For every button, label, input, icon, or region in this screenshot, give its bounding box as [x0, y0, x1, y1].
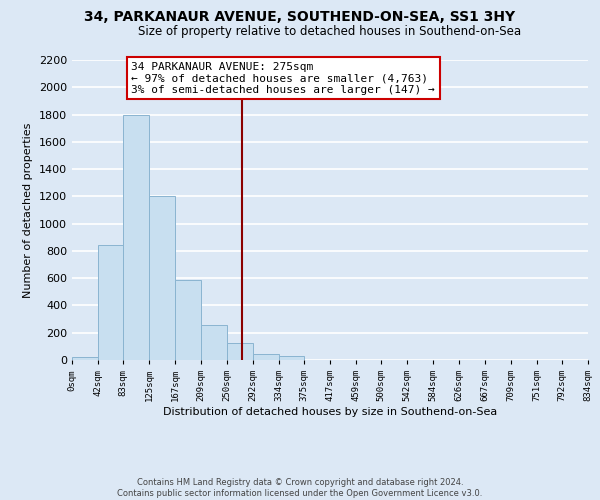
Bar	[98, 246, 124, 360]
Text: Contains HM Land Registry data © Crown copyright and database right 2024.
Contai: Contains HM Land Registry data © Crown c…	[118, 478, 482, 498]
Y-axis label: Number of detached properties: Number of detached properties	[23, 122, 34, 298]
Bar	[175, 280, 202, 360]
Title: Size of property relative to detached houses in Southend-on-Sea: Size of property relative to detached ho…	[139, 25, 521, 38]
Bar	[72, 356, 98, 360]
Bar	[202, 325, 227, 360]
Bar	[253, 354, 278, 360]
X-axis label: Distribution of detached houses by size in Southend-on-Sea: Distribution of detached houses by size …	[163, 407, 497, 417]
Bar	[278, 356, 304, 360]
Bar	[149, 196, 175, 360]
Bar	[124, 114, 149, 360]
Text: 34 PARKANAUR AVENUE: 275sqm
← 97% of detached houses are smaller (4,763)
3% of s: 34 PARKANAUR AVENUE: 275sqm ← 97% of det…	[131, 62, 435, 94]
Bar	[227, 343, 253, 360]
Text: 34, PARKANAUR AVENUE, SOUTHEND-ON-SEA, SS1 3HY: 34, PARKANAUR AVENUE, SOUTHEND-ON-SEA, S…	[85, 10, 515, 24]
